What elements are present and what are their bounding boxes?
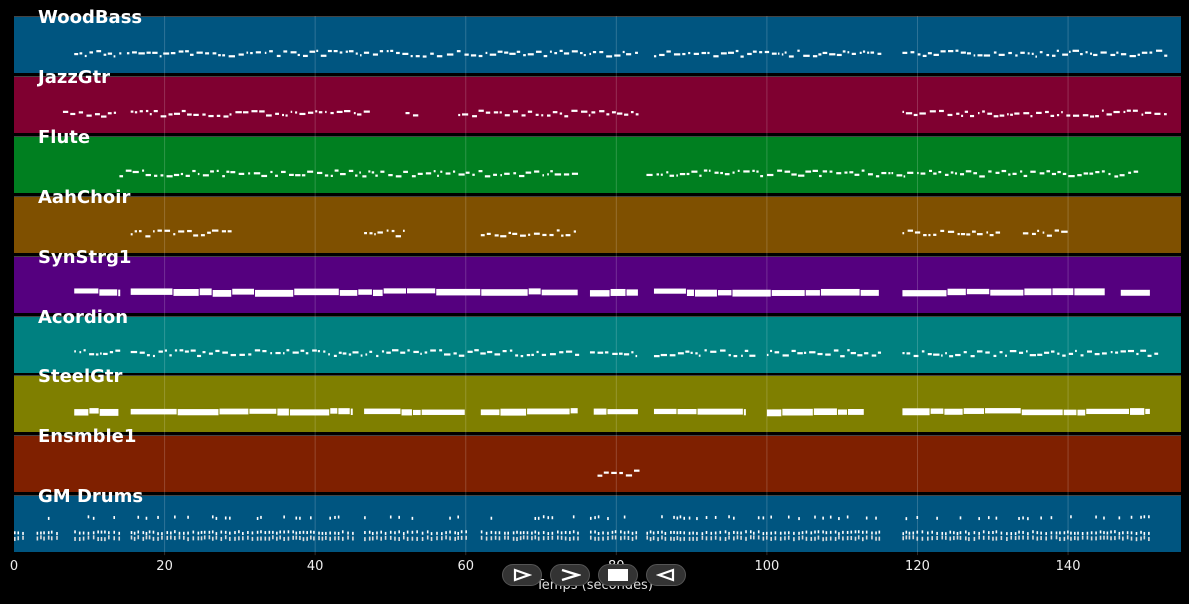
track-label: GM Drums	[38, 486, 144, 508]
track-label: SynStrg1	[38, 246, 132, 268]
x-tick-label: 60	[457, 559, 475, 574]
track-ensmble1: Ensmble1	[14, 427, 1181, 493]
x-tick-label: 120	[905, 559, 930, 574]
track-steelgtr: SteelGtr	[14, 367, 1181, 433]
track-label: AahChoir	[38, 186, 131, 208]
forward-icon	[561, 568, 581, 582]
track-label: Acordion	[38, 306, 129, 328]
track-synstrg1: SynStrg1	[14, 247, 1181, 313]
play-button[interactable]	[502, 564, 542, 586]
stop-button[interactable]	[598, 564, 638, 586]
x-tick-label: 0	[9, 559, 19, 574]
stop-icon	[608, 569, 628, 581]
play-icon	[513, 568, 532, 582]
track-label: Ensmble1	[38, 426, 137, 448]
track-acordion: Acordion	[14, 307, 1181, 373]
track-label: Flute	[38, 126, 91, 148]
back-button[interactable]	[646, 564, 686, 586]
back-icon	[656, 568, 675, 582]
track-label: JazzGtr	[38, 66, 111, 88]
forward-button[interactable]	[550, 564, 590, 586]
track-gm-drums: GM Drums	[14, 487, 1181, 553]
track-woodbass: WoodBass	[14, 8, 1181, 73]
x-tick-label: 100	[754, 559, 780, 574]
x-tick-label: 140	[1055, 559, 1081, 574]
track-aahchoir: AahChoir	[14, 187, 1181, 253]
track-label: SteelGtr	[38, 366, 123, 388]
track-label: WoodBass	[38, 7, 143, 28]
playback-controls	[502, 564, 688, 586]
track-jazzgtr: JazzGtr	[14, 67, 1181, 133]
track-flute: Flute	[14, 127, 1181, 193]
x-tick-label: 40	[306, 559, 324, 574]
piano-roll-tracks: WoodBass JazzGtr Flute AahChoir SynStrg1 Acor…	[14, 8, 1181, 553]
x-tick-label: 20	[156, 559, 173, 574]
